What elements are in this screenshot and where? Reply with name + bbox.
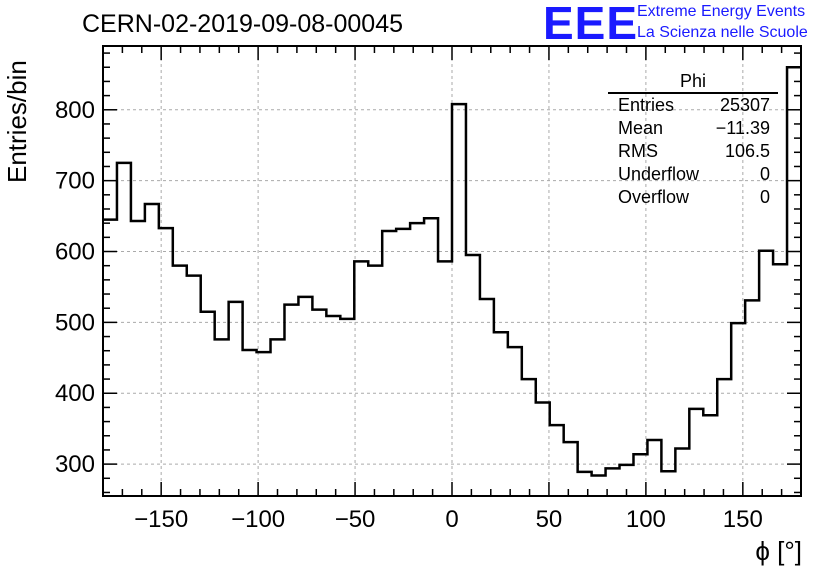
stats-value: 0 [759, 187, 770, 207]
x-tick-label: 150 [723, 506, 763, 533]
stats-value: −11.39 [715, 118, 770, 138]
stats-value: 25307 [719, 95, 770, 115]
stats-label: RMS [618, 141, 658, 161]
stats-box: Phi Entries 25307 Mean −11.39 RMS 106.5 … [608, 70, 778, 209]
eee-logo: EEE [543, 0, 639, 49]
x-tick-label: 0 [445, 506, 458, 533]
plot-frame [102, 45, 802, 497]
tick-labels: −150 −100 −50 0 50 100 150 300 400 500 600 700 800 [55, 97, 763, 533]
x-tick-label: 50 [536, 506, 563, 533]
y-tick-label: 500 [55, 309, 95, 336]
stats-value: 0 [759, 164, 770, 184]
y-tick-label: 300 [55, 451, 95, 478]
stats-label: Overflow [618, 187, 690, 207]
stats-row-underflow: Underflow 0 [608, 163, 778, 186]
histogram-title: CERN-02-2019-09-08-00045 [82, 10, 404, 38]
stats-label: Mean [618, 118, 664, 138]
logo-line-1: Extreme Energy Events [637, 3, 806, 20]
stats-row-mean: Mean −11.39 [608, 117, 778, 140]
stats-row-entries: Entries 25307 [608, 94, 778, 117]
x-tick-label: −100 [231, 506, 285, 533]
y-tick-label: 700 [55, 168, 95, 195]
x-axis-label: ϕ [°] [755, 536, 802, 566]
x-tick-label: −50 [335, 506, 376, 533]
stats-label: Entries [618, 95, 675, 115]
y-axis-label: Entries/bin [2, 60, 32, 183]
y-tick-label: 400 [55, 380, 95, 407]
stats-label: Underflow [618, 164, 700, 184]
y-tick-label: 600 [55, 239, 95, 266]
stats-row-rms: RMS 106.5 [608, 140, 778, 163]
x-tick-label: −150 [134, 506, 188, 533]
stats-name: Phi [608, 70, 778, 94]
logo-line-2: La Scienza nelle Scuole [637, 24, 808, 41]
histogram-line [103, 66, 801, 477]
stats-value: 106.5 [724, 141, 770, 161]
stats-row-overflow: Overflow 0 [608, 186, 778, 209]
x-tick-label: 100 [626, 506, 666, 533]
y-tick-label: 800 [55, 97, 95, 124]
